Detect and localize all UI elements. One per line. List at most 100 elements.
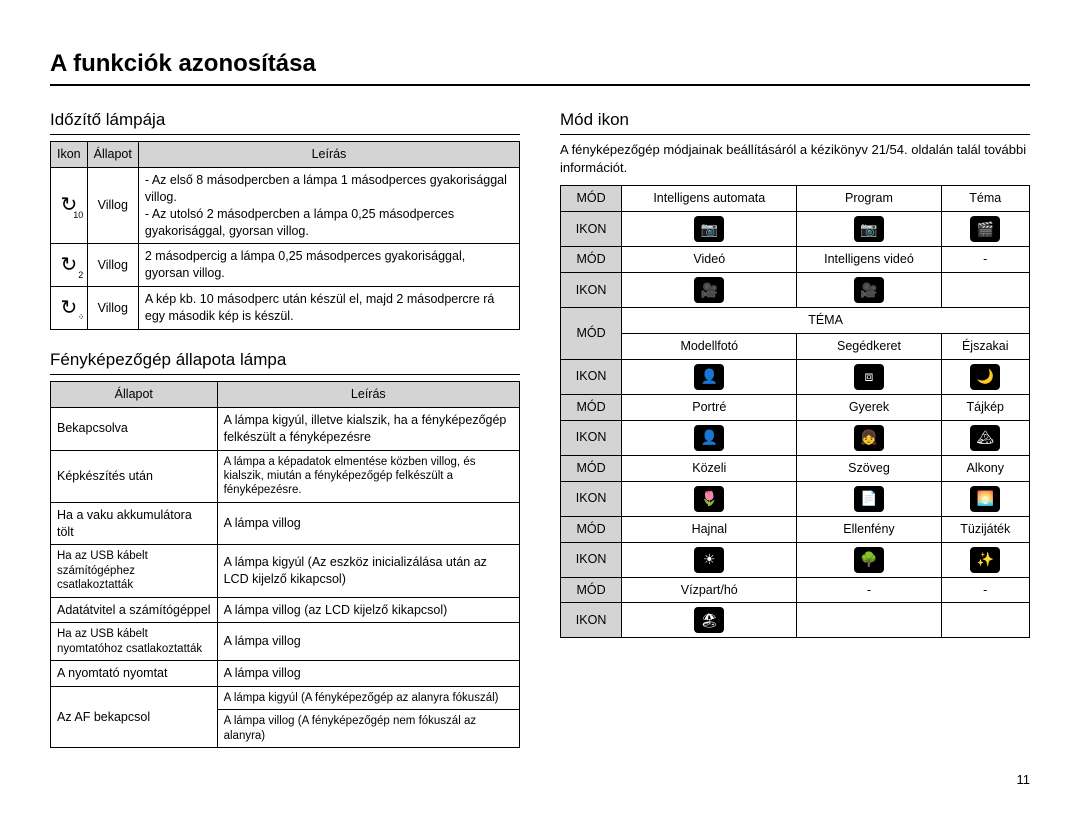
mode-icon-cell: 🎬	[941, 212, 1030, 247]
timer-status: Villog	[87, 287, 138, 330]
table-row: IKON🎥🎥	[561, 273, 1030, 308]
mode-icon: 👤	[694, 364, 724, 390]
table-row: Az AF bekapcsolA lámpa kigyúl (A fénykép…	[51, 687, 520, 710]
mode-icon: 🎥	[854, 277, 884, 303]
table-row: IKON ☀ 🌳 ✨	[561, 542, 1030, 577]
status-table: Állapot Leírás BekapcsolvaA lámpa kigyúl…	[50, 381, 520, 748]
status-header-desc: Leírás	[217, 381, 519, 407]
mode-icon-cell: 📷	[622, 212, 797, 247]
mode-text-cell: Segédkeret	[797, 334, 941, 360]
mode-icon: ⧈	[854, 364, 884, 390]
mode-icon: 📷	[694, 216, 724, 242]
mode-icon-cell: 🏖	[622, 603, 797, 638]
mode-label-cell: MÓD	[561, 186, 622, 212]
timer-header-icon: Ikon	[51, 142, 88, 168]
table-row: Ha az USB kábelt nyomtatóhoz csatlakozta…	[51, 623, 520, 661]
mode-label-cell: IKON	[561, 542, 622, 577]
mode-label-cell: MÓD	[561, 577, 622, 603]
table-row: IKON🌷 📄 🌅	[561, 481, 1030, 516]
mode-text-cell: -	[941, 577, 1030, 603]
table-row: IKON👤👧🏔	[561, 420, 1030, 455]
mode-icon-cell	[941, 603, 1030, 638]
mode-label-cell: IKON	[561, 212, 622, 247]
status-desc: A lámpa villog (az LCD kijelző kikapcsol…	[217, 597, 519, 623]
mode-text-cell: Videó	[622, 247, 797, 273]
mode-icon: 📷	[854, 216, 884, 242]
table-row: A nyomtató nyomtatA lámpa villog	[51, 661, 520, 687]
mode-icon: 🎥	[694, 277, 724, 303]
mode-text-cell: Modellfotó	[622, 334, 797, 360]
mode-icon-cell: 🌙	[941, 359, 1030, 394]
table-row: MÓDKözeliSzövegAlkony	[561, 455, 1030, 481]
table-row: ↻10 Villog - Az első 8 másodpercben a lá…	[51, 167, 520, 244]
table-row: MÓDHajnalEllenfényTüzijáték	[561, 516, 1030, 542]
table-row: MÓDIntelligens automataProgramTéma	[561, 186, 1030, 212]
mode-icon-cell: 🏔	[941, 420, 1030, 455]
table-row: Adatátvitel a számítógéppelA lámpa villo…	[51, 597, 520, 623]
status-desc: A lámpa villog	[217, 502, 519, 545]
status-desc: A lámpa kigyúl (Az eszköz inicializálása…	[217, 545, 519, 597]
timer-icon: ↻10	[60, 192, 77, 219]
table-row: IKON 👤 ⧈ 🌙	[561, 359, 1030, 394]
table-row: Képkészítés utánA lámpa a képadatok elme…	[51, 450, 520, 502]
mode-text-cell: Intelligens automata	[622, 186, 797, 212]
mode-text-cell: TÉMA	[622, 308, 1030, 334]
mode-icon-cell: 🌳	[797, 542, 941, 577]
status-cell: Az AF bekapcsol	[51, 687, 218, 748]
mode-label-cell: MÓD	[561, 455, 622, 481]
mode-text-cell: -	[797, 577, 941, 603]
table-row: ↻2 Villog 2 másodpercig a lámpa 0,25 más…	[51, 244, 520, 287]
mode-icon-cell: 🌅	[941, 481, 1030, 516]
timer-status: Villog	[87, 167, 138, 244]
mode-icon: 🏔	[970, 425, 1000, 451]
status-desc: A lámpa villog (A fényképezőgép nem fóku…	[217, 710, 519, 748]
timer-heading: Időzítő lámpája	[50, 110, 520, 135]
mode-text-cell: Ellenfény	[797, 516, 941, 542]
mode-icon: 📄	[854, 486, 884, 512]
status-desc: A lámpa villog	[217, 661, 519, 687]
status-desc: A lámpa a képadatok elmentése közben vil…	[217, 450, 519, 502]
timer-desc: 2 másodpercig a lámpa 0,25 másodperces g…	[138, 244, 519, 287]
timer-icon: ↻᠅	[60, 295, 77, 322]
mode-icon-cell	[797, 603, 941, 638]
mode-icon: ☀	[694, 547, 724, 573]
mode-label-cell: IKON	[561, 481, 622, 516]
status-cell: Bekapcsolva	[51, 407, 218, 450]
mode-icon: ✨	[970, 547, 1000, 573]
mode-icon-cell: 🌷	[622, 481, 797, 516]
mode-text-cell: Közeli	[622, 455, 797, 481]
mode-icon-cell: 🎥	[622, 273, 797, 308]
mode-icon-cell: 👧	[797, 420, 941, 455]
mode-icon-cell: 👤	[622, 420, 797, 455]
mode-icon-cell	[941, 273, 1030, 308]
table-row: MÓDVízpart/hó--	[561, 577, 1030, 603]
mode-icon: 🏖	[694, 607, 724, 633]
table-row: BekapcsolvaA lámpa kigyúl, illetve kials…	[51, 407, 520, 450]
left-column: Időzítő lámpája Ikon Állapot Leírás ↻10 …	[50, 104, 520, 768]
table-row: Ha az USB kábelt számítógéphez csatlakoz…	[51, 545, 520, 597]
status-cell: Adatátvitel a számítógéppel	[51, 597, 218, 623]
mode-label-cell: MÓD	[561, 394, 622, 420]
mode-icon-cell: ✨	[941, 542, 1030, 577]
table-row: MÓDPortréGyerekTájkép	[561, 394, 1030, 420]
status-desc: A lámpa kigyúl (A fényképezőgép az alany…	[217, 687, 519, 710]
mode-label-cell: MÓD	[561, 247, 622, 273]
mode-label-cell: IKON	[561, 359, 622, 394]
table-row: Ha a vaku akkumulátora töltA lámpa villo…	[51, 502, 520, 545]
mode-icon-cell: 📄	[797, 481, 941, 516]
mode-icon-cell: 🎥	[797, 273, 941, 308]
status-cell: Ha a vaku akkumulátora tölt	[51, 502, 218, 545]
mode-text-cell: Éjszakai	[941, 334, 1030, 360]
mode-note: A fényképezőgép módjainak beállításáról …	[560, 141, 1030, 177]
mode-icon-cell: ⧈	[797, 359, 941, 394]
mode-label-cell: IKON	[561, 603, 622, 638]
mode-text-cell: Szöveg	[797, 455, 941, 481]
mode-text-cell: Tüzijáték	[941, 516, 1030, 542]
right-column: Mód ikon A fényképezőgép módjainak beáll…	[560, 104, 1030, 768]
status-desc: A lámpa villog	[217, 623, 519, 661]
timer-table: Ikon Állapot Leírás ↻10 Villog - Az első…	[50, 141, 520, 330]
mode-text-cell: Hajnal	[622, 516, 797, 542]
mode-icon-cell: 👤	[622, 359, 797, 394]
status-cell: A nyomtató nyomtat	[51, 661, 218, 687]
table-row: ↻᠅ Villog A kép kb. 10 másodperc után ké…	[51, 287, 520, 330]
